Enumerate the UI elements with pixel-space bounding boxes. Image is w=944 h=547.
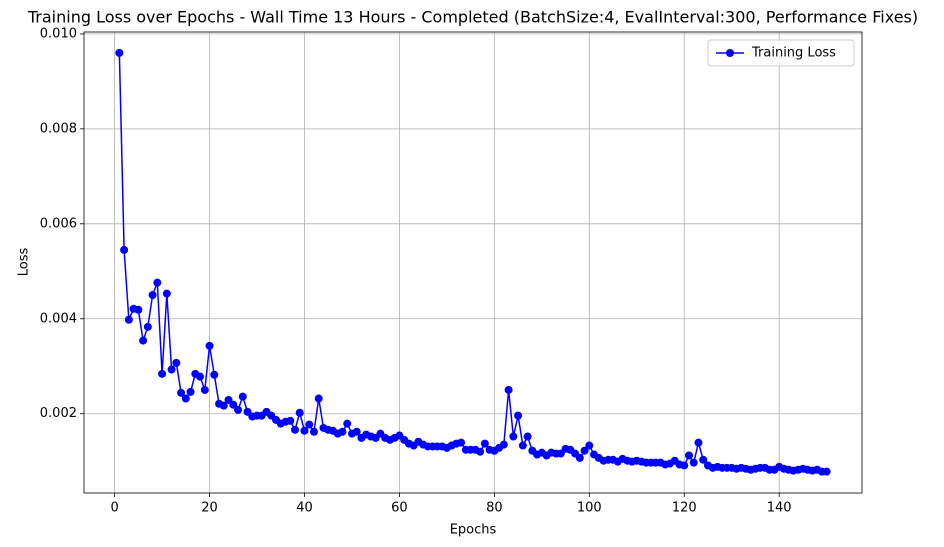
data-point xyxy=(290,425,299,434)
data-point xyxy=(229,400,238,409)
data-point xyxy=(167,365,176,374)
y-axis-label: Loss xyxy=(17,248,32,277)
x-tick-label: 120 xyxy=(672,501,697,516)
data-point xyxy=(300,426,309,435)
x-tick-label: 20 xyxy=(201,501,218,516)
x-axis-label: Epochs xyxy=(450,523,497,538)
data-point xyxy=(580,446,589,455)
y-tick-label: 0.008 xyxy=(40,121,77,136)
x-tick-label: 80 xyxy=(486,501,503,516)
x-tick-label: 140 xyxy=(767,501,792,516)
x-tick-label: 0 xyxy=(110,501,118,516)
data-point xyxy=(352,427,361,436)
chart-title: Training Loss over Epochs - Wall Time 13… xyxy=(27,8,918,27)
data-point xyxy=(309,427,318,436)
data-point xyxy=(822,467,831,476)
data-point xyxy=(120,245,129,254)
data-point xyxy=(158,369,167,378)
data-point xyxy=(148,291,157,300)
data-point xyxy=(514,411,523,420)
plot-frame xyxy=(83,31,863,494)
data-point xyxy=(210,370,219,379)
legend-label: Training Loss xyxy=(751,46,836,61)
data-point xyxy=(172,358,181,367)
y-tick-label: 0.004 xyxy=(40,311,77,326)
data-point xyxy=(504,385,513,394)
data-point xyxy=(699,455,708,464)
x-tick-label: 40 xyxy=(296,501,313,516)
data-point xyxy=(694,438,703,447)
x-tick-label: 60 xyxy=(391,501,408,516)
data-point xyxy=(314,394,323,403)
data-point xyxy=(186,387,195,396)
data-point xyxy=(200,385,209,394)
data-point xyxy=(286,416,295,425)
data-point xyxy=(523,432,532,441)
data-point xyxy=(177,388,186,397)
data-point xyxy=(575,453,584,462)
legend: Training Loss xyxy=(707,39,855,67)
data-point xyxy=(295,408,304,417)
data-point xyxy=(205,341,214,350)
data-point xyxy=(124,315,133,324)
data-point xyxy=(518,441,527,450)
y-tick-label: 0.010 xyxy=(40,26,77,41)
data-point xyxy=(305,420,314,429)
data-point xyxy=(139,336,148,345)
data-point xyxy=(115,48,124,57)
data-point xyxy=(143,322,152,331)
y-tick-label: 0.002 xyxy=(40,406,77,421)
data-point xyxy=(585,441,594,450)
data-point xyxy=(153,278,162,287)
data-point xyxy=(134,305,143,314)
data-point xyxy=(219,401,228,410)
data-point xyxy=(689,458,698,467)
legend-marker xyxy=(726,49,734,57)
data-point xyxy=(338,427,347,436)
data-point xyxy=(509,432,518,441)
data-point xyxy=(181,394,190,403)
data-point xyxy=(499,440,508,449)
data-point xyxy=(343,419,352,428)
data-point xyxy=(684,451,693,460)
data-point xyxy=(238,392,247,401)
legend-box xyxy=(707,39,855,67)
data-point xyxy=(680,461,689,470)
data-point xyxy=(162,289,171,298)
y-tick-label: 0.006 xyxy=(40,216,77,231)
data-point xyxy=(476,447,485,456)
data-point xyxy=(480,439,489,448)
data-point xyxy=(234,405,243,414)
data-point xyxy=(457,438,466,447)
x-tick-label: 100 xyxy=(577,501,602,516)
data-point xyxy=(196,372,205,381)
